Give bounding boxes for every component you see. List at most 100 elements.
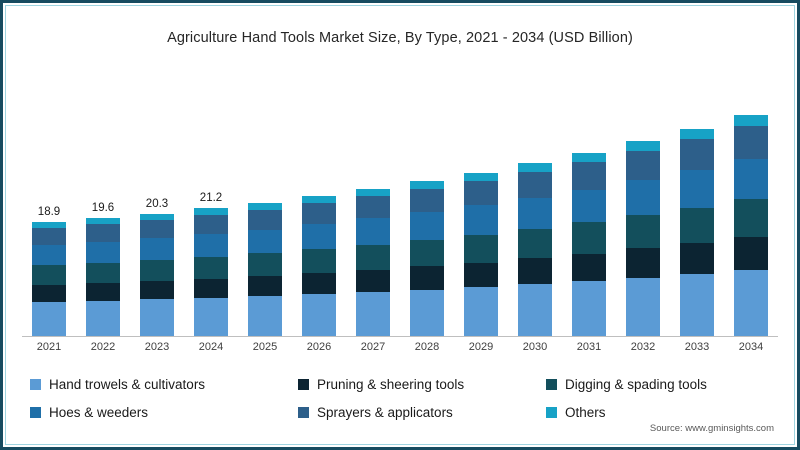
bar-segment[interactable] <box>140 219 174 239</box>
bar-segment[interactable] <box>86 217 120 224</box>
bar-segment[interactable] <box>626 277 660 336</box>
bar-slot-2032[interactable]: 0 <box>616 78 670 336</box>
bar-segment[interactable] <box>680 207 714 243</box>
bar-segment[interactable] <box>356 269 390 292</box>
bar-slot-2026[interactable]: 0 <box>292 78 346 336</box>
bar-segment[interactable] <box>140 213 174 220</box>
bar-segment[interactable] <box>680 273 714 336</box>
bar-slot-2025[interactable]: 0 <box>238 78 292 336</box>
bar-segment[interactable] <box>32 244 66 266</box>
bar-segment[interactable] <box>140 260 174 281</box>
legend-item-5[interactable]: Others <box>546 405 770 420</box>
bar-segment[interactable] <box>86 300 120 336</box>
stacked-bar[interactable] <box>626 141 660 336</box>
bar-segment[interactable] <box>140 299 174 336</box>
bar-segment[interactable] <box>410 240 444 267</box>
bar-slot-2034[interactable]: 0 <box>724 78 778 336</box>
bar-segment[interactable] <box>356 244 390 270</box>
legend-item-0[interactable]: Hand trowels & cultivators <box>30 377 298 392</box>
stacked-bar[interactable] <box>302 196 336 336</box>
bar-segment[interactable] <box>86 223 120 242</box>
bar-segment[interactable] <box>518 163 552 172</box>
bar-segment[interactable] <box>734 198 768 237</box>
stacked-bar[interactable] <box>734 114 768 336</box>
bar-segment[interactable] <box>140 280 174 300</box>
stacked-bar[interactable] <box>32 222 66 336</box>
bar-segment[interactable] <box>32 227 66 245</box>
bar-segment[interactable] <box>194 256 228 279</box>
bar-segment[interactable] <box>248 202 282 210</box>
bar-segment[interactable] <box>572 162 606 190</box>
bar-segment[interactable] <box>572 281 606 336</box>
bar-segment[interactable] <box>302 294 336 336</box>
bar-segment[interactable] <box>572 152 606 163</box>
stacked-bar[interactable] <box>680 128 714 336</box>
bar-segment[interactable] <box>194 233 228 257</box>
bar-segment[interactable] <box>356 291 390 336</box>
bar-segment[interactable] <box>356 218 390 245</box>
bar-segment[interactable] <box>302 224 336 250</box>
stacked-bar[interactable] <box>248 202 282 336</box>
bar-segment[interactable] <box>410 289 444 336</box>
bar-segment[interactable] <box>464 180 498 206</box>
stacked-bar[interactable] <box>140 213 174 336</box>
bar-segment[interactable] <box>32 265 66 285</box>
legend-item-2[interactable]: Digging & spading tools <box>546 377 770 392</box>
bar-segment[interactable] <box>626 248 660 278</box>
bar-slot-2029[interactable]: 0 <box>454 78 508 336</box>
bar-segment[interactable] <box>248 209 282 230</box>
bar-slot-2027[interactable]: 0 <box>346 78 400 336</box>
bar-segment[interactable] <box>86 241 120 263</box>
stacked-bar[interactable] <box>572 152 606 336</box>
bar-segment[interactable] <box>734 159 768 199</box>
bar-segment[interactable] <box>572 253 606 282</box>
bar-segment[interactable] <box>194 297 228 336</box>
bar-segment[interactable] <box>410 181 444 189</box>
bar-segment[interactable] <box>32 301 66 336</box>
bar-segment[interactable] <box>194 214 228 234</box>
bar-segment[interactable] <box>410 266 444 290</box>
bar-segment[interactable] <box>518 228 552 259</box>
bar-segment[interactable] <box>356 189 390 197</box>
legend-item-3[interactable]: Hoes & weeders <box>30 405 298 420</box>
bar-segment[interactable] <box>86 282 120 301</box>
bar-segment[interactable] <box>194 278 228 298</box>
bar-segment[interactable] <box>680 170 714 208</box>
stacked-bar[interactable] <box>86 217 120 336</box>
bar-segment[interactable] <box>464 234 498 263</box>
bar-segment[interactable] <box>302 249 336 274</box>
bar-segment[interactable] <box>302 196 336 204</box>
bar-segment[interactable] <box>518 171 552 198</box>
bar-segment[interactable] <box>734 114 768 126</box>
stacked-bar[interactable] <box>464 172 498 336</box>
bar-segment[interactable] <box>248 229 282 254</box>
bar-segment[interactable] <box>518 284 552 336</box>
bar-segment[interactable] <box>140 238 174 261</box>
bar-slot-2021[interactable]: 18.9 <box>22 78 76 336</box>
bar-segment[interactable] <box>518 258 552 285</box>
bar-segment[interactable] <box>410 188 444 213</box>
stacked-bar[interactable] <box>518 163 552 336</box>
bar-segment[interactable] <box>680 242 714 274</box>
bar-segment[interactable] <box>734 236 768 270</box>
bar-slot-2031[interactable]: 0 <box>562 78 616 336</box>
bar-segment[interactable] <box>626 180 660 216</box>
bar-segment[interactable] <box>680 128 714 140</box>
bar-segment[interactable] <box>194 208 228 215</box>
bar-segment[interactable] <box>248 296 282 336</box>
bar-slot-2024[interactable]: 21.2 <box>184 78 238 336</box>
stacked-bar[interactable] <box>356 189 390 336</box>
bar-segment[interactable] <box>626 215 660 249</box>
bar-slot-2030[interactable]: 0 <box>508 78 562 336</box>
bar-segment[interactable] <box>32 284 66 302</box>
bar-segment[interactable] <box>32 222 66 228</box>
bar-segment[interactable] <box>626 141 660 152</box>
bar-segment[interactable] <box>410 212 444 241</box>
bar-segment[interactable] <box>356 196 390 219</box>
legend-item-1[interactable]: Pruning & sheering tools <box>298 377 546 392</box>
bar-slot-2022[interactable]: 19.6 <box>76 78 130 336</box>
bar-segment[interactable] <box>734 125 768 160</box>
stacked-bar[interactable] <box>410 181 444 336</box>
bar-slot-2033[interactable]: 0 <box>670 78 724 336</box>
bar-segment[interactable] <box>680 139 714 171</box>
